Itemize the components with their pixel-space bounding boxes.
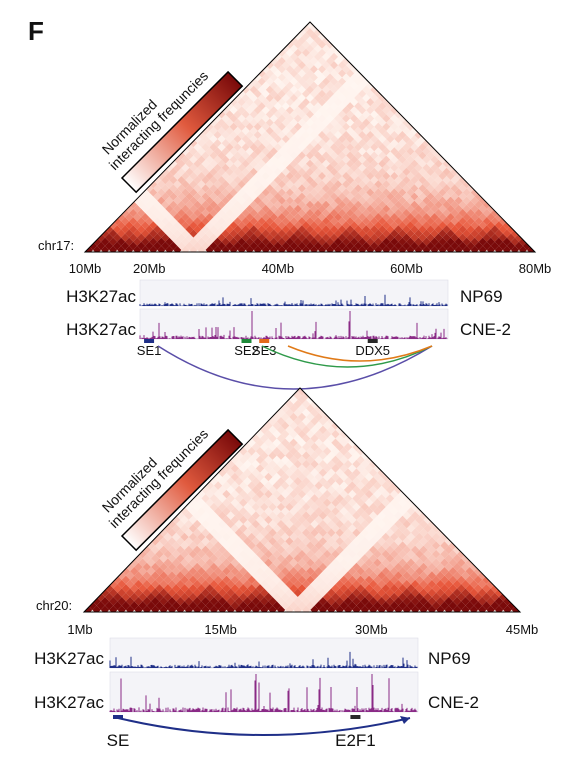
track-background (109, 637, 419, 669)
track-mark-label: H3K27ac (66, 287, 136, 306)
element-marker (259, 339, 270, 343)
arc-se3-ddx5 (287, 345, 433, 362)
axis-tick-label: 10Mb (69, 261, 102, 276)
bottom-chrom-label: chr20: (36, 598, 72, 613)
track-background (139, 279, 449, 307)
axis-tick-label: 45Mb (506, 622, 539, 637)
bottom-legend-bar (120, 428, 244, 552)
top-tracks: H3K27ac NP69 H3K27ac CNE-2 (66, 279, 511, 340)
element-marker (367, 339, 378, 343)
axis-tick-label: 30Mb (355, 622, 388, 637)
element-marker (113, 715, 123, 719)
element-label: SE2 (234, 343, 259, 358)
bottom-hic-heatmap (82, 387, 522, 613)
bottom-elements: SE E2F1 (107, 715, 376, 750)
axis-tick-label: 40Mb (262, 261, 295, 276)
top-hic-heatmap (83, 21, 537, 253)
top-arcs (157, 345, 433, 390)
top-axis: 10Mb 20Mb 40Mb 60Mb 80Mb (69, 261, 552, 276)
element-marker (350, 715, 361, 719)
track-signal (109, 651, 418, 668)
element-label: E2F1 (335, 731, 376, 750)
axis-tick-label: 20Mb (133, 261, 166, 276)
element-label: SE (107, 731, 130, 750)
element-marker (241, 339, 252, 343)
axis-tick-label: 15Mb (204, 622, 237, 637)
arc-arrowhead (400, 716, 410, 724)
bottom-arcs (117, 716, 411, 736)
track-signal (139, 311, 448, 339)
track-cell-label: CNE-2 (428, 693, 479, 712)
arc-se2-ddx5 (261, 345, 433, 368)
axis-tick-label: 60Mb (390, 261, 423, 276)
element-label: SE3 (252, 343, 277, 358)
top-chrom-label: chr17: (38, 238, 74, 253)
track-cell-label: NP69 (428, 649, 471, 668)
panel-label: F (28, 16, 44, 46)
top-legend-bar (120, 70, 244, 194)
axis-tick-label: 80Mb (519, 261, 552, 276)
track-mark-label: H3K27ac (34, 649, 104, 668)
axis-tick-label: 1Mb (67, 622, 92, 637)
track-signal (109, 674, 418, 712)
track-mark-label: H3K27ac (34, 693, 104, 712)
track-cell-label: NP69 (460, 287, 503, 306)
element-marker (144, 339, 155, 343)
track-signal (139, 294, 448, 306)
element-label: SE1 (137, 343, 162, 358)
track-background (109, 671, 419, 713)
track-cell-label: CNE-2 (460, 320, 511, 339)
bottom-axis: 1Mb 15Mb 30Mb 45Mb (67, 622, 538, 637)
arc-se1-ddx5 (157, 345, 433, 390)
track-mark-label: H3K27ac (66, 320, 136, 339)
arc-se-e2f1 (117, 717, 411, 736)
element-label: DDX5 (355, 343, 390, 358)
bottom-tracks: H3K27ac NP69 H3K27ac CNE-2 (34, 637, 479, 713)
track-background (139, 308, 449, 340)
